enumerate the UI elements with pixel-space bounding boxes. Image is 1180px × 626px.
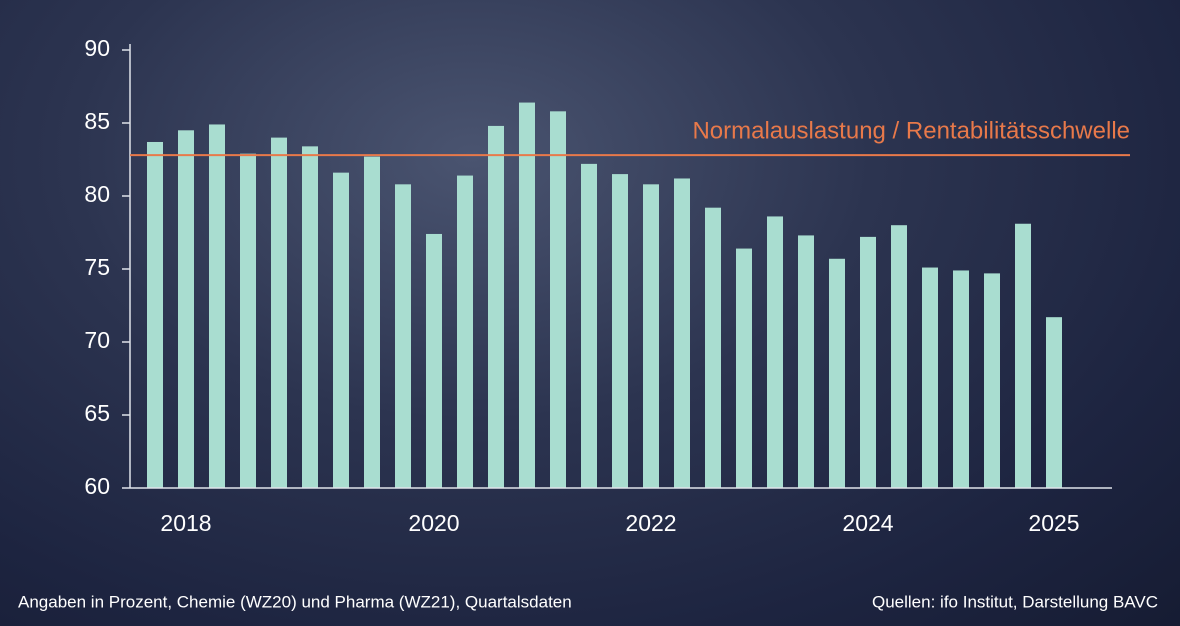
y-tick-label: 80: [84, 181, 110, 207]
bar: [643, 184, 659, 488]
x-tick-label: 2018: [160, 510, 211, 536]
bar: [302, 146, 318, 489]
bar: [519, 102, 535, 488]
bar: [1015, 223, 1031, 489]
bar: [736, 248, 752, 488]
bar: [147, 141, 163, 489]
y-tick-label: 90: [84, 35, 110, 61]
reference-label: Normalauslastung / Rentabilitätsschwelle: [692, 117, 1130, 144]
y-tick-label: 60: [84, 473, 110, 499]
bar: [364, 156, 380, 488]
bar: [457, 175, 473, 488]
bar: [178, 130, 194, 489]
bar: [1046, 317, 1062, 488]
bar: [488, 125, 504, 489]
bar: [798, 235, 814, 488]
y-tick-label: 75: [84, 254, 110, 280]
bar: [705, 207, 721, 488]
bar: [271, 137, 287, 488]
bar: [209, 124, 225, 489]
x-tick-label: 2024: [842, 510, 893, 536]
bar: [922, 267, 938, 488]
x-tick-label: 2025: [1028, 510, 1079, 536]
note: Angaben in Prozent, Chemie (WZ20) und Ph…: [18, 592, 572, 611]
bar: [550, 111, 566, 488]
bar: [240, 153, 256, 488]
source: Quellen: ifo Institut, Darstellung BAVC: [872, 592, 1158, 611]
x-tick-label: 2020: [408, 510, 459, 536]
bar: [767, 216, 783, 488]
bar: [860, 236, 876, 488]
bar: [333, 172, 349, 488]
bar: [395, 184, 411, 488]
bar: [891, 225, 907, 488]
y-tick-label: 65: [84, 400, 110, 426]
bar: [612, 174, 628, 488]
bar: [674, 178, 690, 489]
x-tick-label: 2022: [625, 510, 676, 536]
bar: [829, 258, 845, 488]
bar: [984, 273, 1000, 488]
y-tick-label: 85: [84, 108, 110, 134]
bar: [581, 163, 597, 488]
bar: [426, 233, 442, 488]
y-tick-label: 70: [84, 327, 110, 353]
bar: [953, 270, 969, 488]
